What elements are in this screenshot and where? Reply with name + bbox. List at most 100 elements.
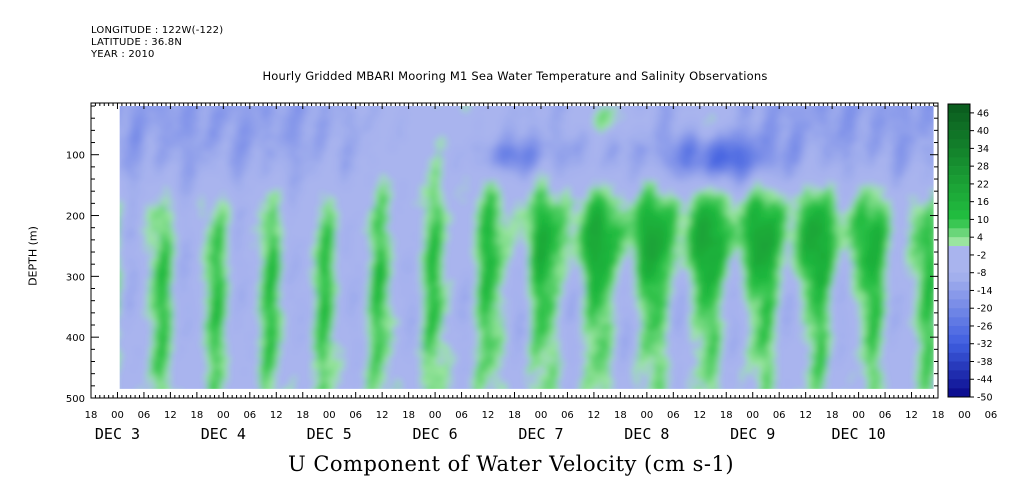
colorbar-swatch — [948, 139, 970, 149]
colorbar-label: 46 — [977, 108, 989, 119]
x-hour-tick-label: 18 — [85, 410, 98, 421]
x-hour-tick-label: 18 — [402, 410, 415, 421]
x-hour-tick-label: 06 — [667, 410, 680, 421]
x-hour-tick-label: 00 — [640, 410, 653, 421]
colorbar-swatch — [948, 157, 970, 167]
colorbar-label: 10 — [977, 215, 989, 226]
colorbar-swatch — [948, 325, 970, 336]
y-tick-label: 400 — [66, 333, 85, 344]
x-hour-tick-label: 06 — [455, 410, 468, 421]
x-hour-tick-label: 00 — [217, 410, 230, 421]
x-axis-ticks — [90, 103, 939, 398]
colorbar-swatch — [948, 343, 970, 353]
colorbar-label: -8 — [977, 268, 986, 279]
y-tick-label: 200 — [66, 212, 85, 223]
x-hour-tick-label: 00 — [111, 410, 124, 421]
x-hour-tick-label: 18 — [826, 410, 839, 421]
x-hour-tick-label: 06 — [561, 410, 574, 421]
y-tick-label: 300 — [66, 272, 85, 283]
colorbar-swatch — [948, 121, 970, 131]
chart-title: Hourly Gridded MBARI Mooring M1 Sea Wate… — [0, 69, 1009, 83]
colorbar-swatch — [948, 183, 970, 194]
colorbar-swatch — [948, 148, 970, 158]
colorbar-swatch — [948, 361, 970, 371]
colorbar-swatch — [948, 388, 970, 398]
longitude-label: LONGITUDE : 122W(-122) — [91, 25, 223, 37]
x-hour-tick-label: 06 — [879, 410, 892, 421]
x-hour-tick-label: 00 — [852, 410, 865, 421]
colorbar-label: -14 — [977, 286, 993, 297]
x-hour-tick-label: 12 — [482, 410, 495, 421]
x-hour-tick-label: 06 — [985, 410, 998, 421]
x-day-label: DEC 5 — [307, 425, 352, 443]
colorbar: 46 40 34 28 22 16 10 4 -2 -8 -14 -20 -26 -32 -38 -44 -50 — [947, 103, 993, 404]
x-hour-tick-label: 12 — [905, 410, 918, 421]
x-hour-tick-label: 18 — [191, 410, 204, 421]
colorbar-swatch — [948, 246, 970, 256]
x-hour-tick-label: 12 — [588, 410, 601, 421]
colorbar-label: 16 — [977, 197, 989, 208]
colorbar-swatch — [948, 379, 970, 389]
colorbar-swatch — [948, 299, 970, 309]
colorbar-swatch — [948, 317, 970, 327]
x-day-label: DEC 8 — [624, 425, 669, 443]
colorbar-swatch — [948, 334, 970, 345]
x-hour-tick-label: 06 — [349, 410, 362, 421]
x-hour-tick-label: 00 — [746, 410, 759, 421]
colorbar-label: 4 — [977, 233, 983, 244]
colorbar-label: -20 — [977, 304, 993, 315]
colorbar-label: 34 — [977, 144, 989, 155]
x-axis-labels: 18 00 06 12 18 00 06 12 18 00 06 12 18 00 06 12 18 00 06 12… — [85, 410, 998, 443]
y-axis-labels: 100 200 300 400 500 — [66, 151, 85, 405]
colorbar-frame — [947, 103, 971, 398]
year-label: YEAR : 2010 — [91, 49, 155, 61]
colorbar-swatch — [948, 130, 970, 140]
x-hour-tick-label: 12 — [164, 410, 177, 421]
colorbar-swatch — [948, 237, 970, 247]
x-hour-tick-label: 00 — [323, 410, 336, 421]
colorbar-swatch — [948, 228, 970, 238]
colorbar-swatch — [948, 254, 970, 265]
x-hour-tick-label: 18 — [720, 410, 733, 421]
x-hour-tick-label: 12 — [693, 410, 706, 421]
colorbar-label: -2 — [977, 250, 986, 261]
colorbar-swatch — [948, 175, 970, 185]
colorbar-swatch — [948, 290, 970, 300]
colorbar-swatch — [948, 219, 970, 229]
x-day-label: DEC 4 — [201, 425, 246, 443]
y-axis-ticks — [91, 105, 938, 399]
x-hour-tick-label: 06 — [773, 410, 786, 421]
colorbar-label: -44 — [977, 375, 993, 386]
x-hour-tick-label: 00 — [958, 410, 971, 421]
y-tick-label: 100 — [66, 151, 85, 162]
x-hour-tick-label: 12 — [270, 410, 283, 421]
colorbar-label: -38 — [977, 357, 993, 368]
colorbar-swatch — [948, 263, 970, 273]
x-hour-tick-label: 00 — [429, 410, 442, 421]
colorbar-label: -32 — [977, 339, 993, 350]
colorbar-swatch — [948, 272, 970, 282]
colorbar-swatch — [948, 281, 970, 291]
colorbar-swatch — [948, 201, 970, 211]
x-hour-tick-label: 18 — [508, 410, 521, 421]
colorbar-label: -26 — [977, 321, 993, 332]
colorbar-label: 28 — [977, 162, 989, 173]
colorbar-swatch — [948, 210, 970, 220]
x-day-label: DEC 9 — [730, 425, 775, 443]
colorbar-swatch — [948, 370, 970, 380]
colorbar-swatch — [948, 112, 970, 123]
y-tick-label: 500 — [66, 394, 85, 405]
x-day-label: DEC 3 — [95, 425, 140, 443]
x-hour-tick-label: 18 — [614, 410, 627, 421]
x-hour-tick-label: 00 — [535, 410, 548, 421]
colorbar-swatch — [948, 104, 970, 114]
colorbar-swatch — [948, 308, 970, 318]
x-hour-tick-label: 06 — [138, 410, 151, 421]
x-day-label: DEC 10 — [832, 425, 886, 443]
heatmap-field — [119, 106, 934, 389]
colorbar-swatch — [948, 352, 970, 362]
latitude-label: LATITUDE : 36.8N — [91, 37, 182, 49]
x-hour-tick-label: 06 — [243, 410, 256, 421]
colorbar-label: 22 — [977, 179, 989, 190]
